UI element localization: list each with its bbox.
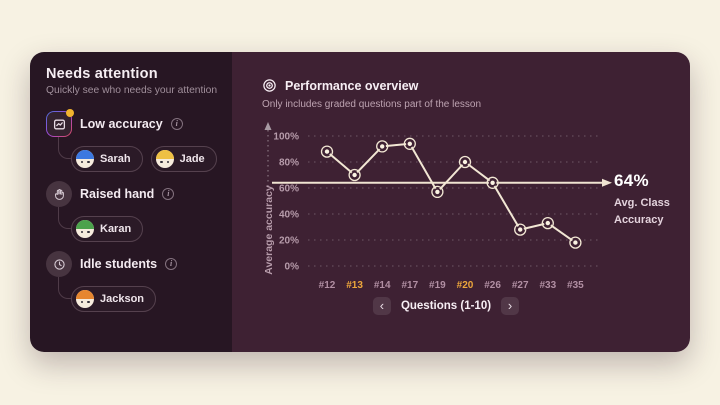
y-tick-label: 0% <box>285 262 300 273</box>
x-axis-label: #35 <box>567 280 584 291</box>
student-avatar <box>155 150 174 168</box>
x-axis-label: #13 <box>346 280 363 291</box>
y-tick-label: 80% <box>279 158 299 169</box>
section-body: Karan <box>46 207 218 242</box>
avg-value: 64% <box>614 171 649 190</box>
panel-subtitle: Quickly see who needs your attention <box>46 85 218 96</box>
student-name: Jade <box>179 153 205 165</box>
x-axis-label: #20 <box>457 280 474 291</box>
next-page-button[interactable]: › <box>501 297 520 315</box>
accuracy-line <box>326 142 577 244</box>
x-axis-label: #17 <box>401 280 418 291</box>
pagination-label: Questions (1-10) <box>400 300 492 312</box>
y-tick-label: 60% <box>279 184 299 195</box>
performance-chart: 0% 20% 40% 60% 80% 100% Average accuracy #12 #13… <box>263 122 612 291</box>
data-point[interactable] <box>433 188 442 196</box>
student-pill[interactable]: Sarah <box>71 146 143 172</box>
student-pills: Karan <box>71 216 144 242</box>
data-point[interactable] <box>461 158 469 166</box>
section-label: Low accuracy <box>80 117 163 131</box>
data-point[interactable] <box>350 171 359 179</box>
section-raised-hand: Raised hand i Karan <box>46 181 218 242</box>
data-point[interactable] <box>516 225 525 234</box>
performance-panel: 0% 20% 40% 60% 80% 100% Average accuracy #12 #13… <box>232 52 690 352</box>
data-point[interactable] <box>406 140 414 148</box>
section-header: Idle students i <box>46 251 218 277</box>
y-tick-label: 20% <box>279 236 299 247</box>
needs-attention-panel: Needs attention Quickly see who needs yo… <box>30 52 232 352</box>
data-point-ring <box>569 236 582 249</box>
section-header: Raised hand i <box>46 181 218 207</box>
student-pill[interactable]: Jade <box>150 146 217 172</box>
info-icon[interactable]: i <box>165 258 178 270</box>
idle-clock-icon <box>46 251 72 277</box>
performance-header: Performance overview <box>262 78 418 93</box>
panel-title: Needs attention <box>46 66 158 82</box>
student-avatar <box>76 220 94 238</box>
student-pills: Sarah Jade <box>71 146 217 172</box>
y-axis-label: Average accuracy <box>263 185 275 275</box>
y-tick-label: 100% <box>273 132 299 143</box>
connector-line <box>58 137 71 159</box>
data-point-ring <box>458 155 472 169</box>
prev-page-button[interactable]: ‹ <box>372 297 391 315</box>
data-point-ring <box>431 185 444 199</box>
data-point-ring <box>348 168 361 182</box>
student-pills: Jackson <box>71 286 157 312</box>
data-point[interactable] <box>488 179 497 187</box>
section-label: Raised hand <box>80 187 155 201</box>
data-point-ring <box>514 223 527 236</box>
alert-badge <box>66 109 74 117</box>
data-point[interactable] <box>543 219 552 227</box>
x-axis-label: #14 <box>374 280 391 291</box>
x-axis-label: #26 <box>484 280 501 291</box>
avg-class-accuracy: 64% Avg. Class Accuracy <box>614 171 670 229</box>
section-body: Jackson <box>46 277 218 312</box>
info-icon[interactable]: i <box>162 188 175 200</box>
x-axis-label: #27 <box>512 280 529 291</box>
data-point[interactable] <box>323 147 331 156</box>
avg-line-arrow <box>602 178 612 187</box>
x-axis-label: #33 <box>539 280 556 291</box>
student-avatar <box>76 290 94 308</box>
y-axis-arrow <box>264 122 272 130</box>
y-tick-label: 40% <box>279 210 299 221</box>
x-axis-label: #12 <box>319 280 336 291</box>
chart-subtitle: Only includes graded questions part of t… <box>262 99 482 110</box>
data-point-ring <box>403 137 416 150</box>
raised-hand-icon <box>46 181 72 207</box>
student-name: Karan <box>100 223 132 235</box>
low-accuracy-chart-icon <box>46 109 74 137</box>
student-pill[interactable]: Jackson <box>71 286 157 312</box>
section-body: Sarah Jade <box>46 137 218 172</box>
student-name: Sarah <box>100 153 131 165</box>
section-label: Idle students <box>80 257 158 271</box>
student-avatar <box>76 150 94 168</box>
section-low-accuracy: Low accuracy i Sarah Jade <box>46 109 218 172</box>
x-axis-label: #19 <box>429 280 446 291</box>
data-point-ring <box>486 176 499 189</box>
data-point[interactable] <box>378 142 386 151</box>
data-point-ring <box>320 145 334 158</box>
connector-line <box>58 207 71 229</box>
data-point[interactable] <box>571 238 580 247</box>
avg-caption: Avg. Class Accuracy <box>614 197 670 227</box>
student-name: Jackson <box>100 293 145 305</box>
section-idle-students: Idle students i Jackson <box>46 251 218 312</box>
data-point-ring <box>541 216 554 230</box>
target-icon <box>263 79 276 92</box>
chart-title: Performance overview <box>285 78 419 93</box>
dashboard-card: Needs attention Quickly see who needs yo… <box>30 52 690 352</box>
data-point-ring <box>376 140 389 153</box>
info-icon[interactable]: i <box>170 118 183 130</box>
student-pill[interactable]: Karan <box>71 216 144 242</box>
connector-line <box>58 277 71 299</box>
questions-pagination: ‹ Questions (1-10) › <box>372 297 520 315</box>
section-header: Low accuracy i <box>46 109 218 137</box>
